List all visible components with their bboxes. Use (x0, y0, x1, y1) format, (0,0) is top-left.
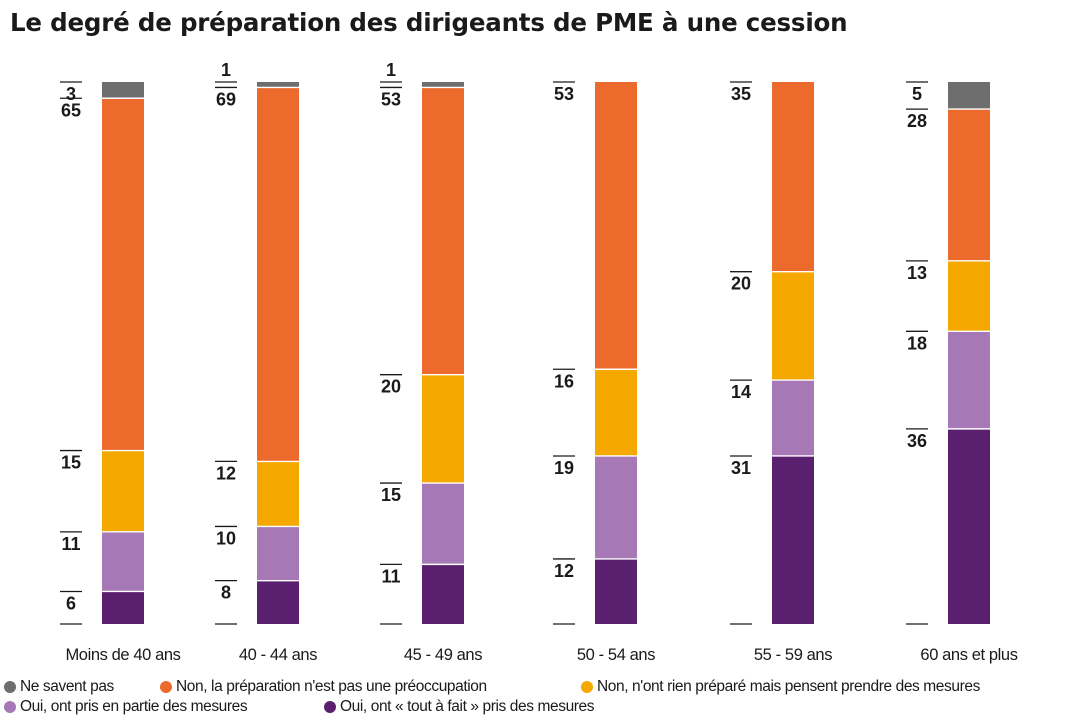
data-label-45-49-ans-oui-ont-pris-en-partie-des-mesures: 15 (381, 485, 401, 505)
bar-segment-60-ans-et-plus-ne-savent-pas (948, 82, 990, 110)
data-label-55-59-ans-non-la-preparation-n-est-pas-une-preoccupation: 35 (731, 84, 751, 104)
legend-swatch-en-partie (4, 701, 16, 713)
data-label-45-49-ans-ne-savent-pas: 1 (386, 60, 396, 80)
data-label-50-54-ans-oui-ont-tout-a-fait-pris-des-mesures: 12 (554, 561, 574, 581)
category-label-45-49-ans: 45 - 49 ans (404, 646, 482, 664)
data-label-60-ans-et-plus-ne-savent-pas: 5 (912, 84, 922, 104)
data-label-40-44-ans-non-la-preparation-n-est-pas-une-preoccupation: 69 (216, 89, 236, 109)
legend-item-rien-prepare: Non, n'ont rien préparé mais pensent pre… (581, 678, 980, 696)
data-label-55-59-ans-oui-ont-pris-en-partie-des-mesures: 14 (731, 382, 751, 402)
data-label-50-54-ans-oui-ont-pris-en-partie-des-mesures: 19 (554, 458, 574, 478)
bar-segment-55-59-ans-oui-ont-pris-en-partie-des-mesures (772, 380, 814, 456)
category-label-40-44-ans: 40 - 44 ans (239, 646, 317, 664)
legend-swatch-rien-prepare (581, 681, 593, 693)
bar-segment-40-44-ans-oui-ont-tout-a-fait-pris-des-mesures (257, 580, 299, 624)
category-label-moins-de-40-ans: Moins de 40 ans (65, 646, 180, 664)
category-label-50-54-ans: 50 - 54 ans (577, 646, 655, 664)
data-label-40-44-ans-oui-ont-tout-a-fait-pris-des-mesures: 8 (221, 583, 231, 603)
legend-item-en-partie: Oui, ont pris en partie des mesures (4, 698, 248, 716)
bar-segment-moins-de-40-ans-ne-savent-pas (102, 82, 144, 99)
bar-segment-moins-de-40-ans-non-n-ont-rien-prepare-mais-pensent-prendre-des-mesures (102, 450, 144, 532)
data-label-40-44-ans-ne-savent-pas: 1 (221, 60, 231, 80)
bar-segment-60-ans-et-plus-oui-ont-pris-en-partie-des-mesures (948, 331, 990, 429)
legend-label-ne-savent-pas: Ne savent pas (20, 678, 114, 695)
bar-segment-50-54-ans-oui-ont-pris-en-partie-des-mesures (595, 455, 637, 559)
category-label-60-ans-et-plus: 60 ans et plus (920, 646, 1017, 664)
bar-segment-45-49-ans-non-la-preparation-n-est-pas-une-preoccupation (422, 87, 464, 375)
bar-segment-45-49-ans-oui-ont-pris-en-partie-des-mesures (422, 483, 464, 565)
data-label-moins-de-40-ans-non-n-ont-rien-prepare-mais-pensent-prendre-des-mesures: 15 (61, 453, 81, 473)
bar-segment-45-49-ans-non-n-ont-rien-prepare-mais-pensent-prendre-des-mesures (422, 374, 464, 484)
legend-swatch-pas-une-preoccupation (160, 681, 172, 693)
bar-segment-50-54-ans-non-n-ont-rien-prepare-mais-pensent-prendre-des-mesures (595, 369, 637, 456)
legend-label-rien-prepare: Non, n'ont rien préparé mais pensent pre… (597, 678, 980, 695)
data-label-moins-de-40-ans-oui-ont-pris-en-partie-des-mesures: 11 (61, 534, 80, 554)
data-label-55-59-ans-non-n-ont-rien-prepare-mais-pensent-prendre-des-mesures: 20 (731, 274, 751, 294)
bar-segment-40-44-ans-non-la-preparation-n-est-pas-une-preoccupation (257, 87, 299, 462)
legend-item-tout-a-fait: Oui, ont « tout à fait » pris des mesure… (324, 698, 595, 716)
data-label-60-ans-et-plus-non-n-ont-rien-prepare-mais-pensent-prendre-des-mesures: 13 (907, 263, 927, 283)
bar-segment-40-44-ans-oui-ont-pris-en-partie-des-mesures (257, 526, 299, 581)
data-label-moins-de-40-ans-non-la-preparation-n-est-pas-une-preoccupation: 65 (61, 100, 81, 120)
legend-item-pas-une-preoccupation: Non, la préparation n'est pas une préocc… (160, 678, 487, 696)
data-label-40-44-ans-oui-ont-pris-en-partie-des-mesures: 10 (216, 528, 236, 548)
data-label-60-ans-et-plus-non-la-preparation-n-est-pas-une-preoccupation: 28 (907, 111, 927, 131)
legend-item-ne-savent-pas: Ne savent pas (4, 678, 114, 696)
bar-segment-60-ans-et-plus-oui-ont-tout-a-fait-pris-des-mesures (948, 428, 990, 624)
legend-label-pas-une-preoccupation: Non, la préparation n'est pas une préocc… (176, 678, 487, 695)
data-label-60-ans-et-plus-oui-ont-tout-a-fait-pris-des-mesures: 36 (907, 431, 927, 451)
bar-segment-50-54-ans-non-la-preparation-n-est-pas-une-preoccupation (595, 82, 637, 370)
chart-title: Le degré de préparation des dirigeants d… (10, 8, 848, 37)
legend: Ne savent pas Non, la préparation n'est … (4, 678, 1080, 718)
bar-segment-55-59-ans-non-la-preparation-n-est-pas-une-preoccupation (772, 82, 814, 272)
legend-row-2: Oui, ont pris en partie des mesures Oui,… (4, 698, 1080, 718)
legend-label-tout-a-fait: Oui, ont « tout à fait » pris des mesure… (340, 698, 595, 715)
legend-row-1: Ne savent pas Non, la préparation n'est … (4, 678, 1080, 698)
bar-segment-60-ans-et-plus-non-n-ont-rien-prepare-mais-pensent-prendre-des-mesures (948, 260, 990, 332)
bar-segment-moins-de-40-ans-non-la-preparation-n-est-pas-une-preoccupation (102, 98, 144, 451)
bar-segment-55-59-ans-oui-ont-tout-a-fait-pris-des-mesures (772, 455, 814, 624)
data-label-60-ans-et-plus-oui-ont-pris-en-partie-des-mesures: 18 (907, 333, 927, 353)
bar-segment-50-54-ans-oui-ont-tout-a-fait-pris-des-mesures (595, 558, 637, 624)
data-label-50-54-ans-non-la-preparation-n-est-pas-une-preoccupation: 53 (554, 84, 574, 104)
bar-segment-40-44-ans-ne-savent-pas (257, 82, 299, 88)
data-label-40-44-ans-non-n-ont-rien-prepare-mais-pensent-prendre-des-mesures: 12 (216, 463, 236, 483)
data-label-55-59-ans-oui-ont-tout-a-fait-pris-des-mesures: 31 (731, 458, 751, 478)
legend-swatch-ne-savent-pas (4, 681, 16, 693)
data-label-moins-de-40-ans-oui-ont-tout-a-fait-pris-des-mesures: 6 (66, 593, 76, 613)
legend-swatch-tout-a-fait (324, 701, 336, 713)
bar-segment-45-49-ans-ne-savent-pas (422, 82, 464, 88)
bar-segment-55-59-ans-non-n-ont-rien-prepare-mais-pensent-prendre-des-mesures (772, 271, 814, 381)
bar-segment-45-49-ans-oui-ont-tout-a-fait-pris-des-mesures (422, 564, 464, 624)
data-label-45-49-ans-oui-ont-tout-a-fait-pris-des-mesures: 11 (381, 566, 400, 586)
data-label-moins-de-40-ans-ne-savent-pas: 3 (66, 84, 76, 104)
data-label-50-54-ans-non-n-ont-rien-prepare-mais-pensent-prendre-des-mesures: 16 (554, 371, 574, 391)
bar-segment-40-44-ans-non-n-ont-rien-prepare-mais-pensent-prendre-des-mesures (257, 461, 299, 527)
data-label-45-49-ans-non-n-ont-rien-prepare-mais-pensent-prendre-des-mesures: 20 (381, 377, 401, 397)
bar-segment-moins-de-40-ans-oui-ont-pris-en-partie-des-mesures (102, 531, 144, 592)
bar-segment-60-ans-et-plus-non-la-preparation-n-est-pas-une-preoccupation (948, 109, 990, 261)
legend-label-en-partie: Oui, ont pris en partie des mesures (20, 698, 248, 715)
data-label-45-49-ans-non-la-preparation-n-est-pas-une-preoccupation: 53 (381, 89, 401, 109)
bar-segment-moins-de-40-ans-oui-ont-tout-a-fait-pris-des-mesures (102, 591, 144, 624)
category-label-55-59-ans: 55 - 59 ans (754, 646, 832, 664)
